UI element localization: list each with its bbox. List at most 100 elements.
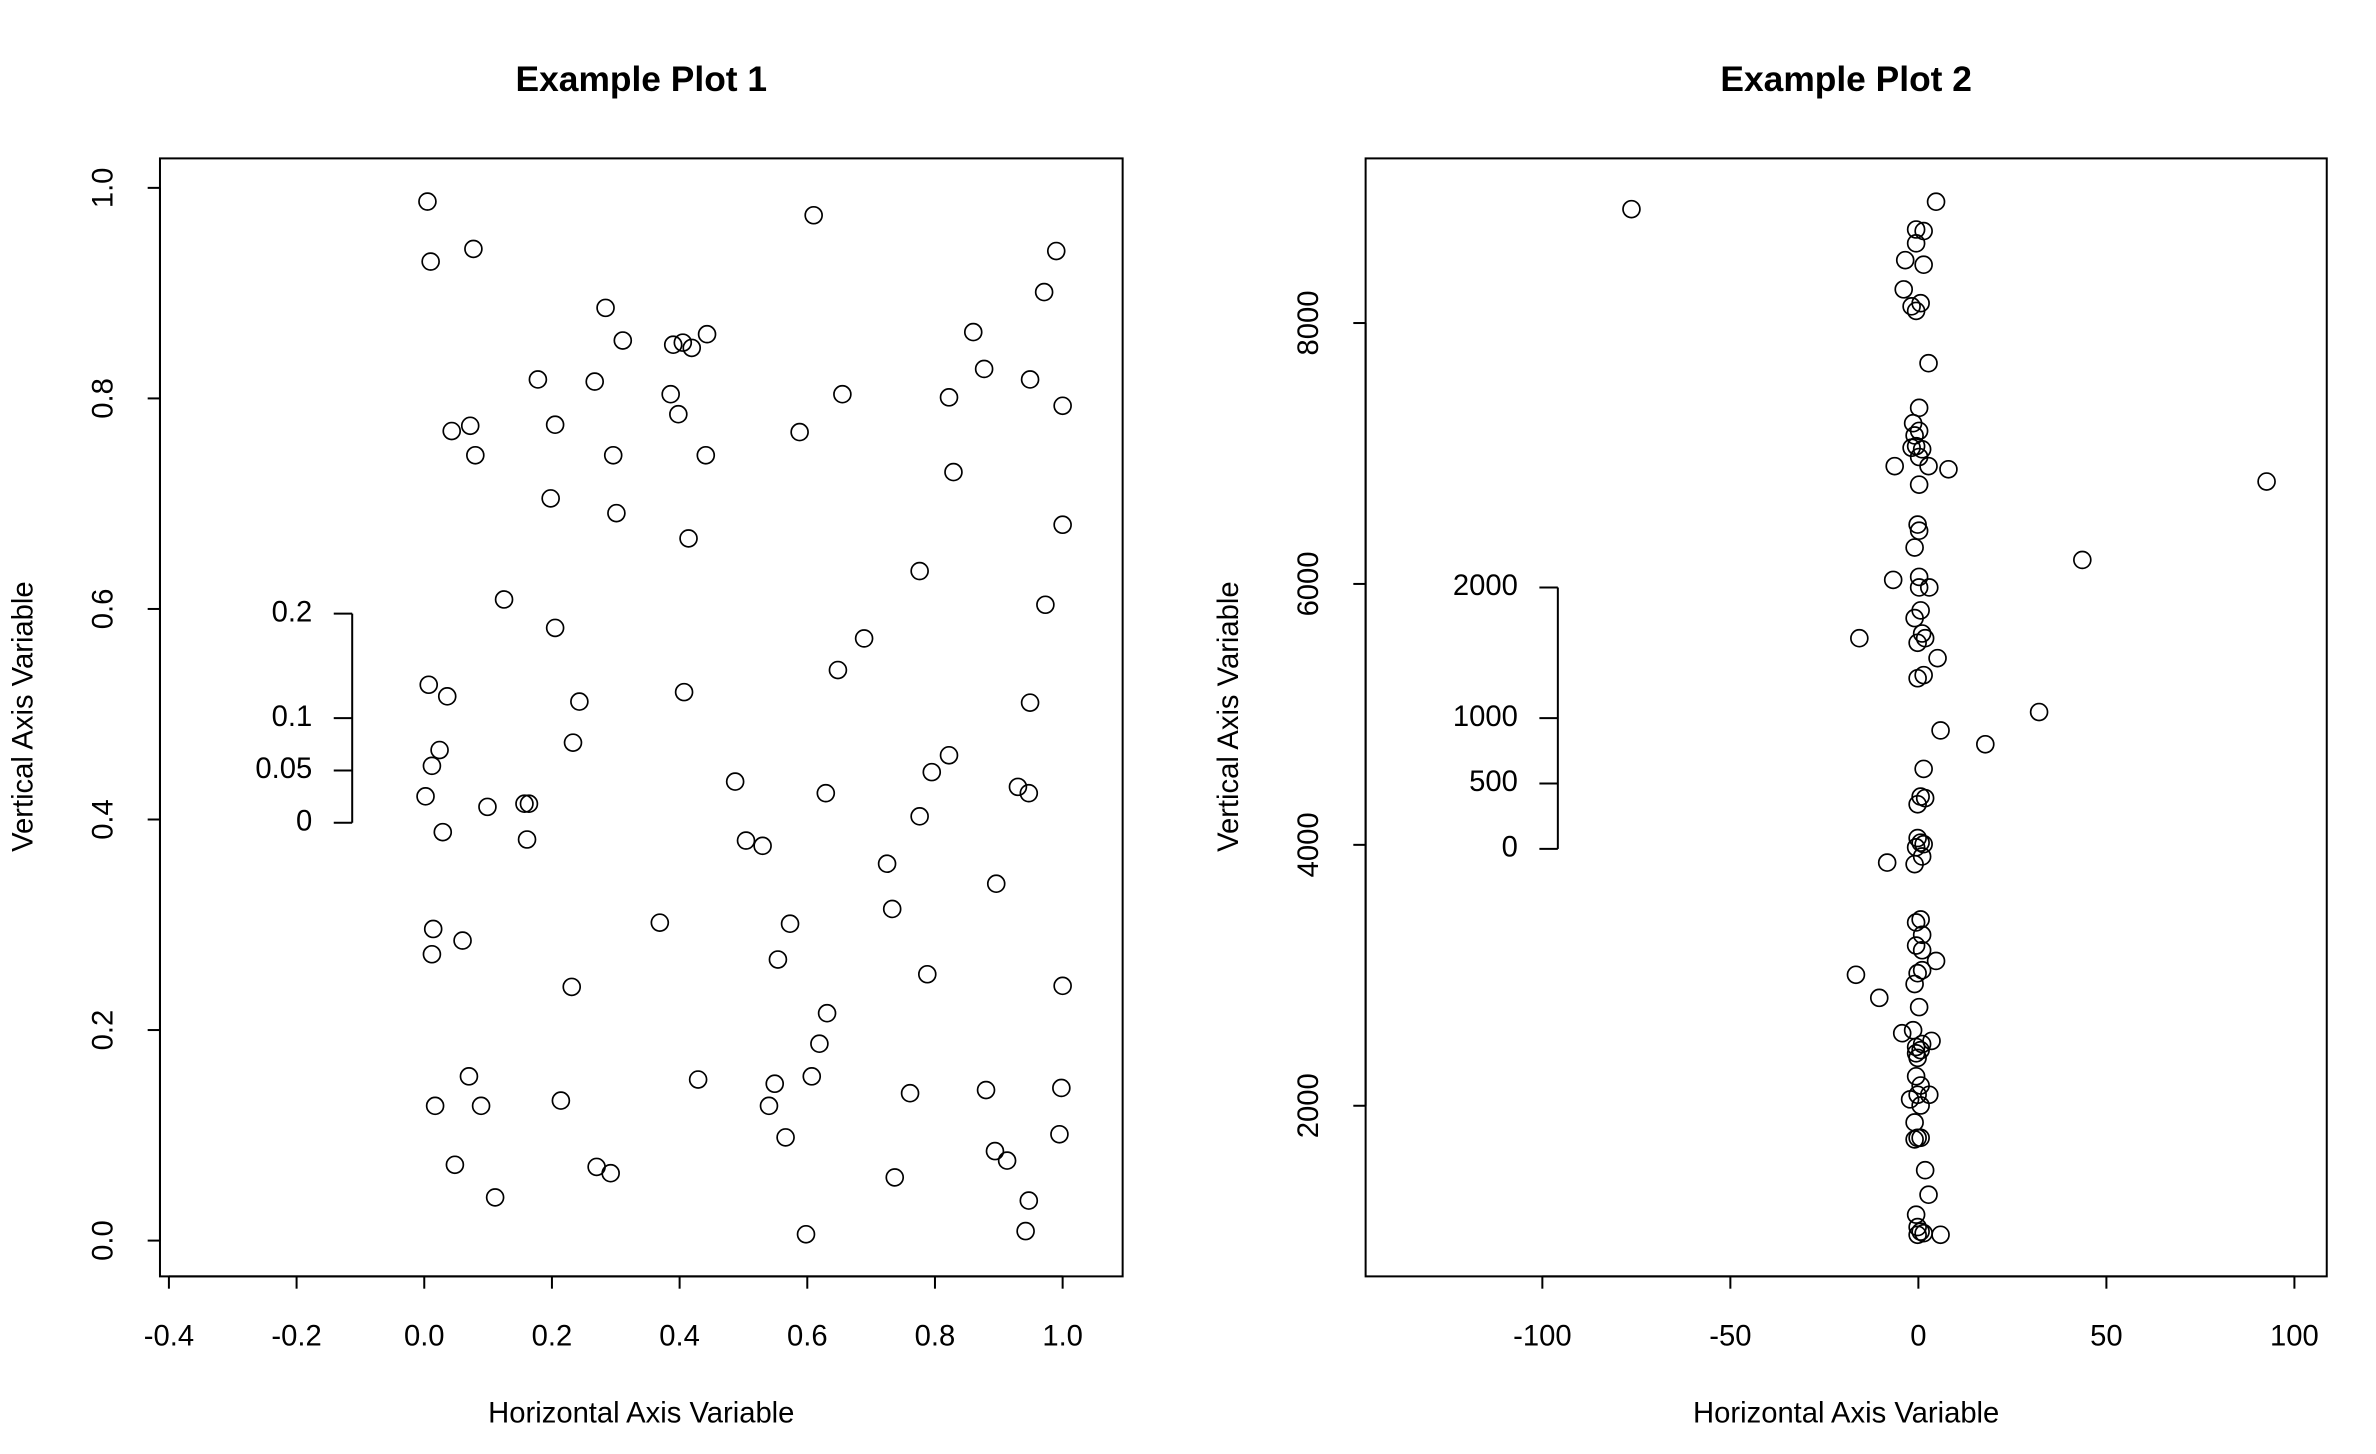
point — [885, 1168, 905, 1187]
point — [1905, 538, 1924, 557]
point — [910, 807, 929, 826]
inset-tick-label: 1000 — [1453, 701, 1518, 733]
point — [986, 874, 1006, 894]
point — [1908, 1225, 1927, 1245]
chart-title: Example Plot 1 — [516, 60, 768, 99]
x-axis-label: Horizontal Axis Variable — [1693, 1398, 1999, 1430]
point — [833, 384, 852, 404]
y-axis-label: Vertical Axis Variable — [1213, 581, 1245, 852]
point — [2257, 472, 2276, 491]
point — [1053, 976, 1072, 996]
point — [422, 944, 442, 964]
x-tick-label: -0.4 — [144, 1321, 194, 1353]
point — [1902, 297, 1921, 316]
point — [776, 1128, 795, 1147]
point — [1911, 1222, 1930, 1241]
point — [1914, 255, 1933, 275]
point — [419, 675, 439, 695]
x-tick-label: 0.0 — [404, 1321, 445, 1353]
point — [1877, 853, 1897, 872]
point — [1905, 854, 1924, 874]
point — [1905, 1113, 1924, 1132]
point — [445, 1155, 465, 1175]
point — [790, 422, 809, 442]
point — [1850, 628, 1869, 648]
y-tick-label: 0.4 — [87, 799, 119, 840]
point — [418, 192, 437, 211]
point — [433, 822, 453, 842]
x-tick-label: 0 — [1910, 1321, 1926, 1353]
point — [603, 445, 623, 465]
point — [1053, 515, 1072, 535]
point — [1846, 965, 1866, 985]
point — [1919, 578, 1939, 597]
point — [816, 783, 836, 803]
point — [985, 1141, 1005, 1161]
point — [1885, 456, 1904, 476]
point — [1911, 910, 1930, 929]
point — [1906, 1066, 1926, 1086]
point — [663, 335, 683, 355]
inset-tick-label: 500 — [1469, 766, 1518, 798]
point — [696, 445, 716, 465]
point — [759, 1096, 779, 1116]
point — [1908, 1217, 1927, 1237]
point — [725, 772, 745, 791]
point — [939, 388, 959, 407]
point — [1905, 974, 1924, 994]
point — [545, 618, 565, 638]
point — [437, 687, 457, 706]
point — [1909, 475, 1929, 494]
point — [425, 1096, 445, 1116]
point — [944, 462, 963, 482]
point — [1052, 1078, 1071, 1098]
point — [416, 787, 435, 806]
point — [1976, 734, 1995, 754]
point — [1911, 1096, 1930, 1115]
point — [963, 322, 983, 342]
point — [1905, 608, 1924, 628]
point — [1622, 199, 1641, 219]
point — [1909, 578, 1929, 597]
point — [939, 745, 959, 765]
x-axis-label: Horizontal Axis Variable — [488, 1398, 794, 1430]
point — [817, 1003, 837, 1023]
point — [613, 331, 633, 350]
point — [551, 1091, 571, 1110]
point — [545, 415, 565, 435]
point — [1883, 570, 1903, 590]
inset-tick-label: 0.1 — [272, 701, 313, 733]
point — [1016, 1221, 1035, 1241]
x-tick-label: 0.4 — [659, 1321, 700, 1353]
point — [650, 913, 670, 932]
x-tick-label: -0.2 — [271, 1321, 321, 1353]
point — [1020, 370, 1040, 389]
point — [922, 762, 942, 782]
point — [882, 899, 902, 919]
point — [1915, 1160, 1935, 1180]
point — [541, 489, 560, 508]
point — [1906, 1037, 1926, 1057]
point — [1034, 282, 1054, 302]
y-tick-label: 0.8 — [87, 378, 119, 419]
point — [1912, 624, 1932, 643]
point — [1909, 421, 1929, 441]
point — [1909, 521, 1929, 541]
point — [1919, 353, 1938, 373]
point — [1912, 925, 1932, 945]
point — [478, 797, 497, 817]
point — [1931, 721, 1950, 740]
point — [563, 733, 583, 752]
x-tick-label: 0.8 — [915, 1321, 956, 1353]
point — [679, 529, 698, 548]
point — [802, 1067, 822, 1086]
point — [1931, 1225, 1950, 1245]
point — [519, 794, 539, 814]
point — [736, 831, 756, 850]
point — [585, 372, 605, 391]
point — [423, 919, 443, 939]
inset-tick-label: 0 — [1502, 832, 1518, 864]
inset-tick-label: 0 — [296, 805, 312, 837]
point — [2073, 550, 2092, 570]
